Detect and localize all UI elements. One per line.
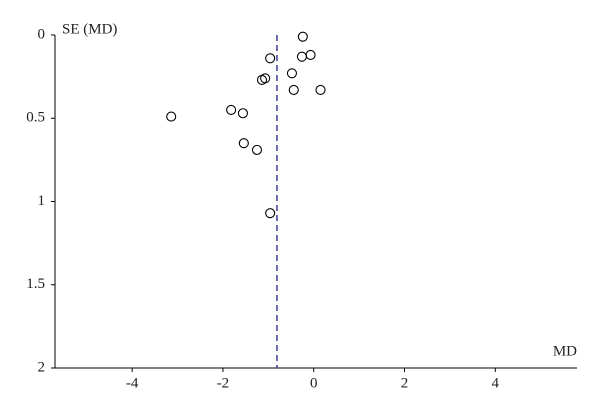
data-point (297, 31, 308, 42)
data-point (256, 74, 268, 86)
data-point (237, 108, 248, 119)
y-tick-label: 0 (38, 26, 46, 42)
data-point (265, 53, 276, 64)
x-axis-label: MD (553, 343, 577, 359)
x-tick-label: -4 (126, 375, 139, 391)
y-axis-label: SE (MD) (62, 21, 117, 37)
data-point (288, 84, 299, 95)
x-tick-label: 4 (492, 375, 500, 391)
y-tick-label: 1.5 (26, 276, 45, 292)
y-tick-label: 1 (38, 193, 46, 209)
data-point (226, 104, 237, 115)
x-tick-label: 2 (401, 375, 409, 391)
data-point (305, 49, 316, 61)
data-point (251, 144, 263, 155)
data-point (166, 111, 177, 122)
y-tick-label: 2 (38, 359, 46, 375)
data-point (296, 51, 307, 62)
data-point (238, 138, 249, 149)
data-point (286, 68, 297, 79)
data-point (265, 208, 276, 219)
y-tick-label: 0.5 (26, 110, 45, 126)
x-tick-label: -2 (217, 375, 230, 391)
data-point (315, 84, 326, 95)
x-tick-label: 0 (310, 375, 318, 391)
